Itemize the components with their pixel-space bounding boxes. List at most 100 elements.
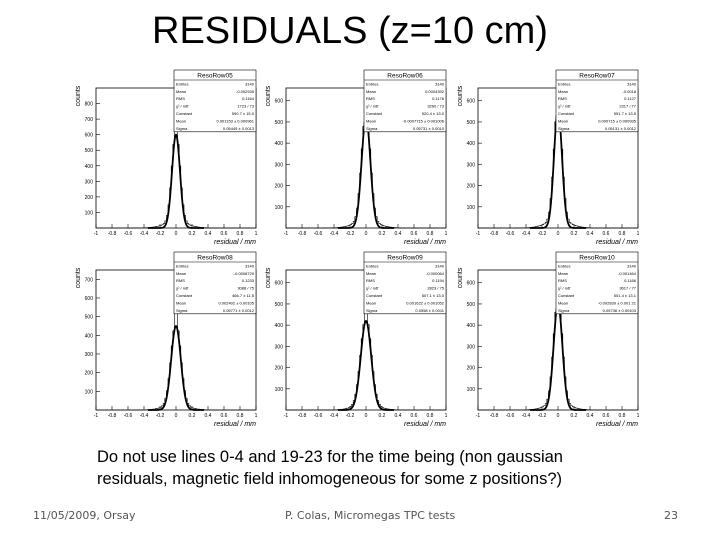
stats-label: Constant bbox=[366, 111, 383, 116]
y-tick-label: 200 bbox=[85, 371, 94, 377]
histogram-ResoRow10: 100 200 300 400 500 600 -1 -0.8 -0.6 -0.4 -0.2 0 0.2… bbox=[450, 250, 650, 435]
x-tick-label: 0.4 bbox=[587, 231, 594, 237]
stats-label: Entries bbox=[176, 81, 188, 86]
y-tick-label: 500 bbox=[275, 302, 284, 308]
x-tick-label: 1 bbox=[255, 231, 258, 237]
x-tick-label: -0.4 bbox=[330, 413, 339, 419]
y-tick-label: 600 bbox=[85, 296, 94, 302]
x-tick-label: 0.8 bbox=[427, 413, 434, 419]
x-tick-label: -0.8 bbox=[298, 413, 307, 419]
y-axis-label: counts bbox=[265, 85, 272, 106]
slide-caption: Do not use lines 0-4 and 19-23 for the t… bbox=[97, 446, 657, 490]
y-tick-label: 400 bbox=[85, 333, 94, 339]
x-tick-label: 0.8 bbox=[237, 231, 244, 237]
x-tick-label: -0.6 bbox=[314, 231, 323, 237]
stats-value: 520.4 ± 13.0 bbox=[422, 111, 445, 116]
stats-value: 0.002402 ± 0.00105 bbox=[218, 300, 254, 305]
stats-label: RMS bbox=[366, 278, 375, 283]
x-axis-label: residual / mm bbox=[404, 239, 446, 246]
stats-value: 0.001622 ± 0.001052 bbox=[406, 300, 445, 305]
x-tick-label: 1 bbox=[445, 413, 448, 419]
x-tick-label: 1 bbox=[255, 413, 258, 419]
stats-label: Sigma bbox=[366, 126, 378, 131]
stats-box-title: ResoRow06 bbox=[387, 73, 423, 80]
stats-label: Entries bbox=[366, 263, 378, 268]
y-tick-label: 100 bbox=[85, 389, 94, 395]
x-tick-label: -0.6 bbox=[506, 231, 515, 237]
x-tick-label: 0.2 bbox=[571, 413, 578, 419]
x-tick-label: -0.2 bbox=[538, 413, 547, 419]
stats-label: Mean bbox=[366, 271, 376, 276]
x-tick-label: -0.6 bbox=[314, 413, 323, 419]
x-tick-label: -1 bbox=[94, 413, 99, 419]
y-tick-label: 600 bbox=[467, 99, 476, 105]
stats-value: 0.05449 ± 0.0013 bbox=[223, 126, 255, 131]
x-tick-label: 1 bbox=[637, 413, 640, 419]
stats-value: 590.7 ± 15.0 bbox=[232, 111, 255, 116]
stats-label: Sigma bbox=[176, 126, 188, 131]
x-tick-label: -1 bbox=[284, 413, 289, 419]
stats-label: Mean bbox=[366, 118, 376, 123]
x-tick-label: 0.4 bbox=[587, 413, 594, 419]
stats-value: 3140 bbox=[627, 263, 637, 268]
stats-label: Constant bbox=[176, 293, 193, 298]
x-tick-label: 0.8 bbox=[427, 231, 434, 237]
y-axis-label: counts bbox=[75, 267, 82, 288]
stats-box-title: ResoRow09 bbox=[387, 255, 423, 262]
histogram-svg: 100 200 300 400 500 600 -1 -0.8 -0.6 -0.4 -0.2 0 0.2… bbox=[265, 69, 448, 246]
stats-label: Sigma bbox=[176, 308, 188, 313]
stats-label: χ² / ndf bbox=[176, 104, 189, 109]
y-tick-label: 300 bbox=[467, 162, 476, 168]
x-tick-label: 0 bbox=[365, 413, 368, 419]
y-tick-label: 300 bbox=[275, 162, 284, 168]
stats-box-title: ResoRow10 bbox=[579, 255, 615, 262]
x-tick-label: -0.6 bbox=[124, 413, 133, 419]
stats-label: Mean bbox=[558, 271, 568, 276]
x-tick-label: -0.2 bbox=[346, 231, 355, 237]
gaussian-fit-curve bbox=[338, 116, 394, 229]
stats-value: 0.1194 bbox=[432, 278, 445, 283]
stats-label: χ² / ndf bbox=[176, 286, 189, 291]
stats-value: 3140 bbox=[627, 81, 637, 86]
x-tick-label: -0.8 bbox=[298, 231, 307, 237]
stats-label: Mean bbox=[176, 300, 186, 305]
stats-label: Entries bbox=[558, 263, 570, 268]
x-tick-label: 0 bbox=[557, 231, 560, 237]
stats-value: 3260 / 73 bbox=[427, 104, 444, 109]
y-axis-label: counts bbox=[75, 85, 82, 106]
x-tick-label: -0.6 bbox=[506, 413, 515, 419]
x-tick-label: 0.4 bbox=[395, 413, 402, 419]
stats-value: 3140 bbox=[245, 263, 255, 268]
stats-label: Entries bbox=[176, 263, 188, 268]
x-tick-label: 0 bbox=[175, 413, 178, 419]
caption-line-1: Do not use lines 0-4 and 19-23 for the t… bbox=[97, 448, 563, 466]
histogram-svg: 100 200 300 400 500 600 -1 -0.8 -0.6 -0.4 -0.2 0 0.2… bbox=[457, 251, 640, 428]
gaussian-fit-curve bbox=[148, 324, 204, 411]
stats-label: χ² / ndf bbox=[558, 286, 571, 291]
stats-box bbox=[363, 69, 447, 133]
y-tick-label: 500 bbox=[85, 315, 94, 321]
stats-label: RMS bbox=[176, 278, 185, 283]
y-axis-label: counts bbox=[265, 267, 272, 288]
stats-value: -0.002935 bbox=[236, 89, 255, 94]
stats-value: 0.0004392 bbox=[425, 89, 445, 94]
x-axis-label: residual / mm bbox=[214, 421, 256, 428]
x-tick-label: 0.6 bbox=[221, 231, 228, 237]
stats-value: 501.4 ± 13.1 bbox=[614, 293, 637, 298]
stats-label: Constant bbox=[176, 111, 193, 116]
stats-label: Mean bbox=[558, 89, 568, 94]
stats-value: 0.001153 ± 0.000961 bbox=[217, 118, 255, 123]
histogram-ResoRow05: 100 200 300 400 500 600 700 800 -1 -0.8 -0.6 -0.4 -0… bbox=[68, 68, 268, 253]
x-tick-label: 0.4 bbox=[205, 231, 212, 237]
stats-label: Mean bbox=[176, 89, 186, 94]
stats-value: 0.1176 bbox=[432, 96, 445, 101]
stats-label: Mean bbox=[558, 118, 568, 123]
histogram-ResoRow07: 100 200 300 400 500 600 -1 -0.8 -0.6 -0.4 -0.2 0 0.2… bbox=[450, 68, 650, 253]
y-tick-label: 700 bbox=[85, 277, 94, 283]
x-tick-label: 0.8 bbox=[619, 413, 626, 419]
y-tick-label: 300 bbox=[467, 344, 476, 350]
y-tick-label: 400 bbox=[85, 164, 94, 170]
stats-label: RMS bbox=[176, 96, 185, 101]
x-tick-label: -0.4 bbox=[140, 413, 149, 419]
x-axis-label: residual / mm bbox=[596, 239, 638, 246]
